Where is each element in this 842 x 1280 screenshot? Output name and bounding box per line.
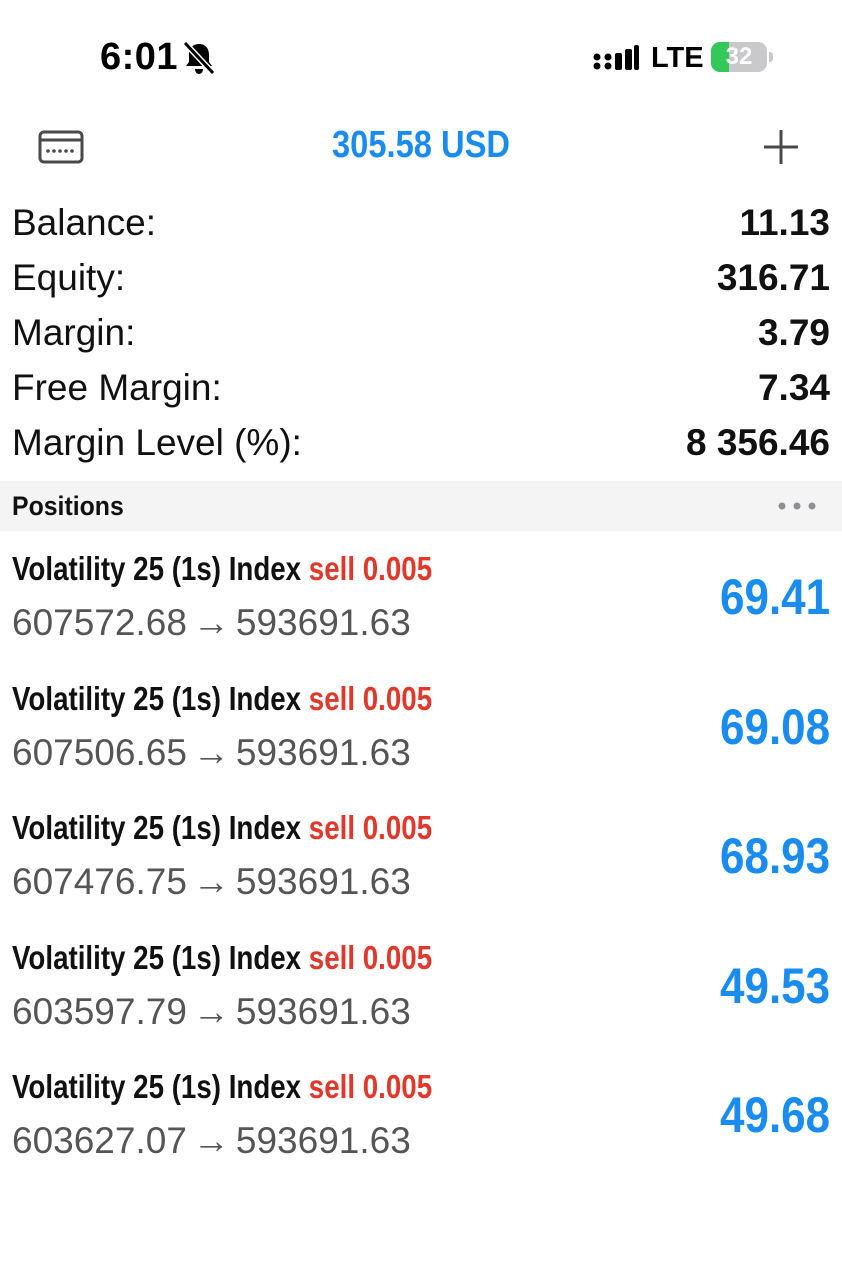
summary-label: Margin Level (%): bbox=[12, 422, 302, 463]
position-side: sell bbox=[308, 1068, 356, 1105]
battery-level: 32 bbox=[725, 43, 753, 70]
position-title: Volatility 25 (1s) Index sell 0.005 bbox=[12, 550, 432, 588]
position-row[interactable]: Volatility 25 (1s) Index sell 0.005 6035… bbox=[0, 929, 842, 1059]
network-label: LTE bbox=[651, 42, 704, 74]
summary-row-free-margin: Free Margin: 7.34 bbox=[0, 363, 842, 418]
position-symbol: Volatility 25 (1s) Index bbox=[12, 938, 302, 976]
summary-value: 3.79 bbox=[757, 312, 830, 353]
summary-label: Margin: bbox=[12, 312, 136, 353]
summary-label: Balance: bbox=[12, 202, 156, 243]
arrow-right-icon: → bbox=[192, 861, 230, 902]
position-row[interactable]: Volatility 25 (1s) Index sell 0.005 6075… bbox=[0, 540, 842, 670]
summary-row-margin: Margin: 3.79 bbox=[0, 308, 842, 363]
position-open-price: 603627.07 bbox=[12, 1120, 187, 1161]
position-side: sell bbox=[308, 550, 356, 587]
position-row[interactable]: Volatility 25 (1s) Index sell 0.005 6074… bbox=[0, 799, 842, 929]
summary-label: Free Margin: bbox=[12, 367, 222, 408]
position-prices: 607476.75 → 593691.63 bbox=[12, 861, 411, 903]
position-side: sell bbox=[308, 679, 356, 717]
battery-fill bbox=[711, 42, 729, 72]
position-profit: 49.53 bbox=[719, 957, 830, 1014]
more-icon[interactable] bbox=[776, 499, 818, 513]
position-row[interactable]: Volatility 25 (1s) Index sell 0.005 6036… bbox=[0, 1058, 842, 1188]
signal-icon bbox=[593, 45, 639, 70]
positions-title: Positions bbox=[12, 491, 124, 521]
position-side: sell bbox=[308, 809, 356, 846]
position-current-price: 593691.63 bbox=[235, 602, 411, 643]
position-profit: 49.68 bbox=[719, 1087, 830, 1143]
position-current-price: 593691.63 bbox=[235, 1120, 411, 1161]
position-open-price: 607476.75 bbox=[12, 861, 187, 902]
summary-row-margin-level: Margin Level (%): 8 356.46 bbox=[0, 418, 842, 473]
positions-list: Volatility 25 (1s) Index sell 0.005 6075… bbox=[0, 540, 842, 1188]
position-current-price: 593691.63 bbox=[235, 990, 411, 1032]
position-volume: 0.005 bbox=[362, 550, 433, 587]
bell-slash-icon bbox=[182, 40, 216, 76]
position-title: Volatility 25 (1s) Index sell 0.005 bbox=[12, 680, 432, 718]
account-summary: Balance: 11.13 Equity: 316.71 Margin: 3.… bbox=[0, 198, 842, 473]
toolbar: 305.58 USD bbox=[0, 112, 842, 188]
status-bar: 6:01 LTE 32 bbox=[0, 0, 842, 112]
positions-header: Positions bbox=[0, 481, 842, 531]
position-symbol: Volatility 25 (1s) Index bbox=[12, 1068, 302, 1105]
position-current-price: 593691.63 bbox=[235, 731, 411, 773]
arrow-right-icon: → bbox=[192, 990, 230, 1032]
summary-value: 316.71 bbox=[716, 257, 830, 298]
position-open-price: 603597.79 bbox=[12, 990, 187, 1032]
position-profit: 69.41 bbox=[719, 569, 830, 625]
position-profit: 68.93 bbox=[719, 828, 830, 884]
position-volume: 0.005 bbox=[362, 938, 433, 976]
summary-row-equity: Equity: 316.71 bbox=[0, 253, 842, 308]
position-symbol: Volatility 25 (1s) Index bbox=[12, 809, 302, 846]
position-title: Volatility 25 (1s) Index sell 0.005 bbox=[12, 939, 432, 977]
summary-value: 8 356.46 bbox=[685, 422, 830, 463]
position-symbol: Volatility 25 (1s) Index bbox=[12, 679, 302, 717]
position-side: sell bbox=[308, 938, 356, 976]
summary-value: 7.34 bbox=[757, 367, 830, 408]
summary-label: Equity: bbox=[12, 257, 126, 298]
account-total-title: 305.58 USD bbox=[331, 124, 511, 166]
summary-value: 11.13 bbox=[739, 202, 830, 243]
battery-charging-icon: 32 bbox=[711, 42, 773, 72]
position-prices: 607572.68 → 593691.63 bbox=[12, 602, 411, 644]
position-title: Volatility 25 (1s) Index sell 0.005 bbox=[12, 809, 432, 847]
position-symbol: Volatility 25 (1s) Index bbox=[12, 550, 302, 587]
position-volume: 0.005 bbox=[362, 809, 433, 846]
position-prices: 607506.65 → 593691.63 bbox=[12, 732, 411, 774]
position-volume: 0.005 bbox=[362, 679, 433, 717]
position-profit: 69.08 bbox=[719, 698, 830, 755]
position-prices: 603597.79 → 593691.63 bbox=[12, 991, 411, 1033]
position-row[interactable]: Volatility 25 (1s) Index sell 0.005 6075… bbox=[0, 670, 842, 800]
position-volume: 0.005 bbox=[362, 1068, 433, 1105]
summary-row-balance: Balance: 11.13 bbox=[0, 198, 842, 253]
arrow-right-icon: → bbox=[192, 602, 230, 643]
position-title: Volatility 25 (1s) Index sell 0.005 bbox=[12, 1068, 432, 1106]
arrow-right-icon: → bbox=[192, 731, 230, 773]
position-prices: 603627.07 → 593691.63 bbox=[12, 1120, 411, 1162]
position-current-price: 593691.63 bbox=[235, 861, 411, 902]
arrow-right-icon: → bbox=[192, 1120, 230, 1161]
wallet-icon[interactable] bbox=[38, 128, 84, 166]
position-open-price: 607572.68 bbox=[12, 602, 187, 643]
status-time: 6:01 bbox=[100, 36, 179, 78]
plus-icon[interactable] bbox=[762, 128, 800, 166]
position-open-price: 607506.65 bbox=[12, 731, 187, 773]
